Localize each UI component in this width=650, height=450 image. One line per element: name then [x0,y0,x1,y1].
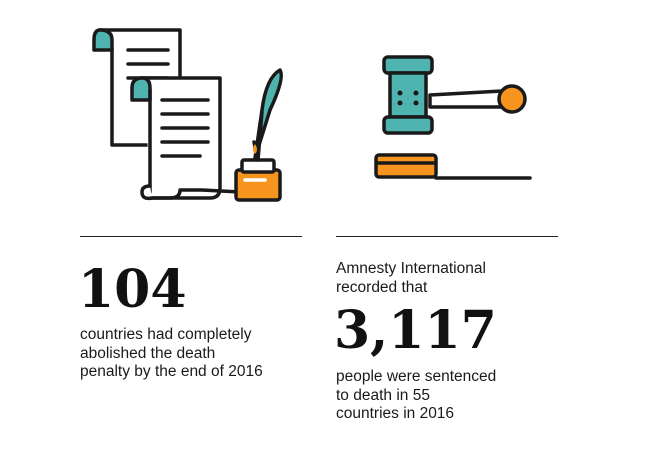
description-line: countries in 2016 [336,405,455,422]
description-line: penalty by the end of 2016 [80,363,263,380]
description-line: people were sentenced [336,368,497,385]
description-line: to death in 55 [336,386,430,404]
stat-number-countries-abolished: 104 [78,259,187,320]
description-line: countries had completely [80,326,252,343]
stat-intro-right: Amnesty International recorded that [336,260,566,297]
divider-left [80,236,302,237]
stat-number-death-sentences: 3,117 [334,300,497,361]
intro-line: Amnesty International [336,260,486,277]
intro-line: recorded that [336,278,428,296]
stat-description-right: people were sentenced to death in 55 cou… [336,368,556,424]
scroll-quill-inkwell-icon [92,28,283,202]
gavel-icon [374,55,532,180]
description-line: abolished the death [80,344,216,362]
divider-right [336,236,558,237]
stat-description-left: countries had completely abolished the d… [80,326,310,382]
